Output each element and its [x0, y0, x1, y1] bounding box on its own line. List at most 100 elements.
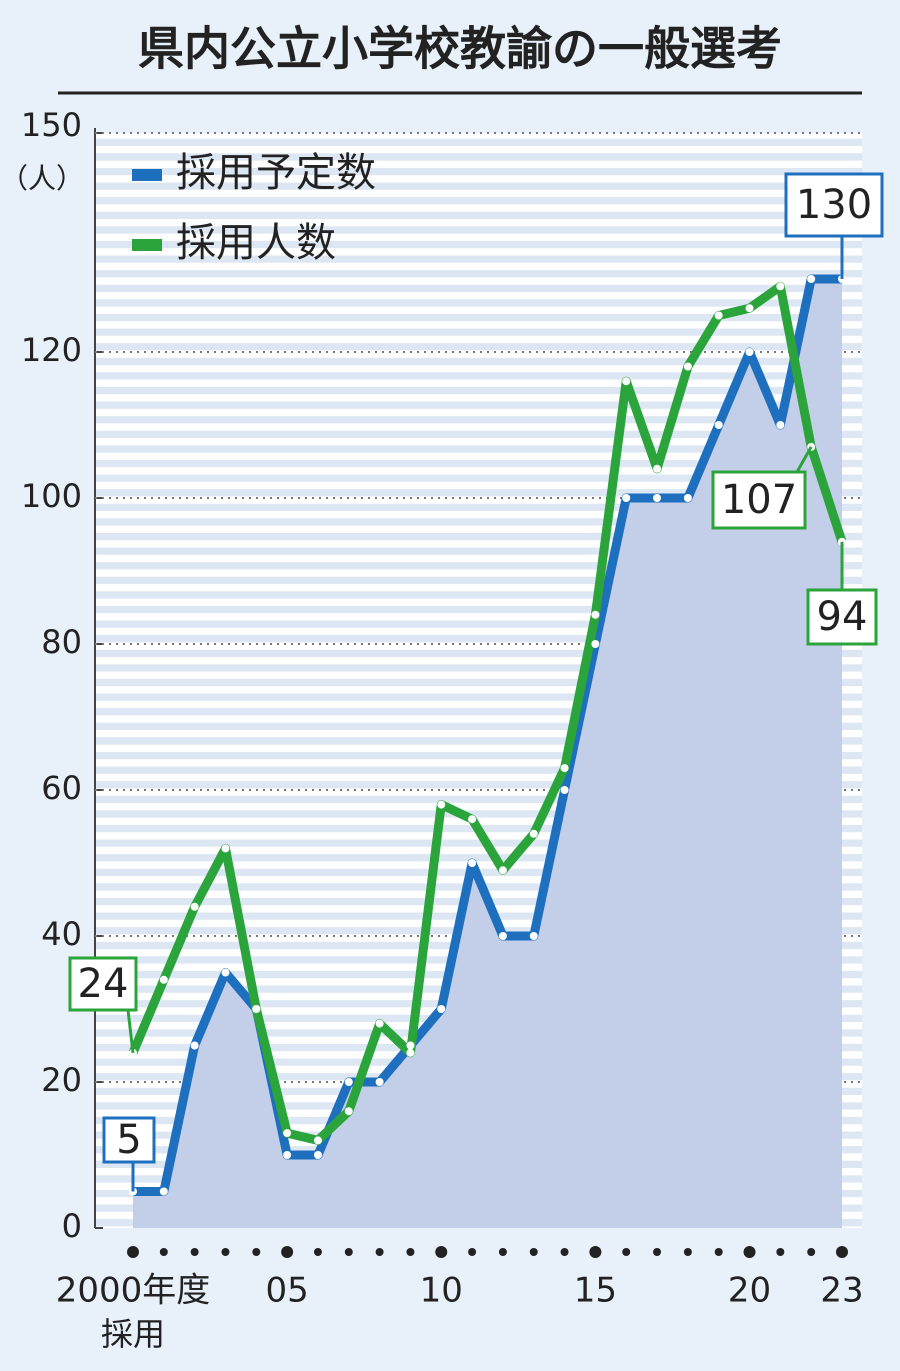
x-tick-dot	[807, 1248, 816, 1256]
point	[313, 1151, 322, 1159]
x-tick-dot	[344, 1248, 353, 1256]
x-tick-dot	[653, 1248, 662, 1256]
y-tick-label: 20	[41, 1061, 82, 1099]
x-tick-dot	[529, 1248, 538, 1256]
point	[776, 282, 785, 291]
x-tick-dot	[221, 1248, 230, 1256]
x-tick-dot	[589, 1246, 602, 1258]
data-label: 24	[78, 961, 129, 1007]
x-tick-dot	[683, 1248, 692, 1256]
point	[622, 377, 631, 386]
point	[560, 764, 569, 773]
y-tick-label: 40	[41, 915, 82, 953]
x-tick-label: 20	[728, 1271, 771, 1311]
x-tick-dot	[836, 1246, 848, 1258]
callout-box	[806, 588, 878, 646]
x-tick-label: 10	[420, 1271, 463, 1311]
point	[529, 932, 538, 940]
y-tick-label: 60	[41, 769, 82, 807]
y-tick-label: 150	[21, 106, 82, 144]
point	[498, 866, 507, 875]
y-tick-label: 100	[21, 477, 82, 515]
legend-swatch	[132, 239, 162, 251]
data-label: 130	[796, 182, 872, 228]
point	[498, 932, 507, 940]
callout-box	[711, 470, 807, 530]
point	[375, 1019, 384, 1028]
y-tick-label: 120	[21, 331, 82, 369]
legend-label: 採用人数	[176, 220, 336, 266]
line	[128, 281, 847, 1145]
area	[133, 279, 842, 1228]
x-tick-dot	[252, 1248, 261, 1256]
y-axis-label: （人）	[0, 162, 84, 195]
point	[221, 844, 230, 853]
callout-box	[102, 1116, 156, 1164]
x-tick-dot	[313, 1248, 322, 1256]
point	[591, 640, 600, 648]
data-label: 107	[721, 477, 797, 523]
legend-label: 採用予定数	[176, 150, 376, 196]
point	[653, 464, 662, 473]
x-tick-dot	[622, 1248, 631, 1256]
x-tick-dot	[281, 1246, 294, 1258]
point	[190, 902, 199, 911]
x-tick-dot	[435, 1246, 448, 1258]
x-tick-dot	[468, 1248, 477, 1256]
x-tick-label: 15	[574, 1271, 617, 1311]
y-tick-label: 80	[41, 623, 82, 661]
y-tick-label: 0	[62, 1207, 82, 1245]
point	[406, 1041, 415, 1050]
point	[283, 1151, 292, 1159]
point	[591, 610, 600, 619]
chart-title: 県内公立小学校教諭の一般選考	[138, 22, 782, 76]
point	[714, 311, 723, 320]
x-tick-dot	[375, 1248, 384, 1256]
point	[560, 786, 569, 794]
data-label: 5	[116, 1117, 141, 1163]
callout-box	[784, 172, 884, 238]
point	[653, 494, 662, 502]
point	[807, 275, 816, 283]
point	[283, 1129, 292, 1138]
point	[221, 968, 230, 977]
point	[683, 494, 692, 502]
point	[622, 494, 631, 502]
x-tick-label: 23	[820, 1271, 863, 1311]
point	[776, 421, 785, 429]
x-tick-dot	[498, 1248, 507, 1256]
legend-swatch	[132, 169, 162, 181]
point	[745, 304, 754, 313]
point	[252, 1005, 261, 1013]
x-tick-dot	[714, 1248, 723, 1256]
point	[190, 1041, 199, 1050]
x-tick-dot	[743, 1246, 756, 1258]
point	[468, 815, 477, 824]
point	[344, 1078, 353, 1086]
x-tick-dot	[190, 1248, 199, 1256]
point	[529, 829, 538, 838]
callout-box	[68, 956, 138, 1012]
x-tick-dot	[159, 1248, 168, 1256]
point	[375, 1078, 384, 1086]
callout-pointer	[795, 446, 813, 473]
point	[714, 421, 723, 429]
point	[313, 1136, 322, 1145]
point	[159, 1187, 168, 1196]
x-tick-dot	[406, 1248, 415, 1256]
point	[683, 362, 692, 371]
point	[468, 859, 477, 867]
x-tick-label: 05	[265, 1271, 308, 1311]
x-tick-dot	[127, 1246, 139, 1258]
point	[406, 1048, 415, 1057]
x-sublabel: 採用	[101, 1315, 165, 1353]
point	[344, 1107, 353, 1116]
point	[159, 975, 168, 984]
x-tick-dot	[560, 1248, 569, 1256]
point	[745, 348, 754, 356]
data-label: 94	[817, 594, 868, 640]
x-tick-label: 2000年度	[56, 1271, 211, 1311]
x-tick-dot	[776, 1248, 785, 1256]
point	[437, 1005, 446, 1013]
